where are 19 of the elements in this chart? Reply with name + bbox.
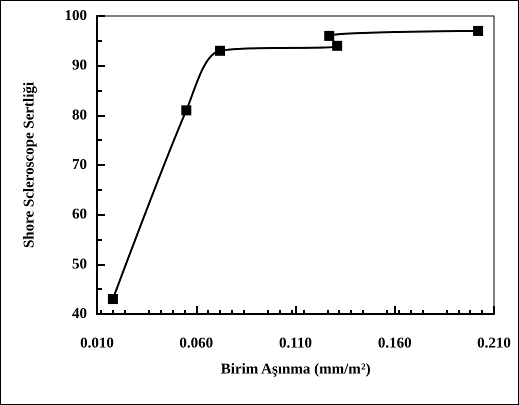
- point: [473, 26, 484, 36]
- x-tick-label: 0.160: [378, 336, 412, 352]
- point: [324, 30, 334, 41]
- x-tick-label: 0.060: [179, 336, 214, 352]
- y-axis-title: Shore Scleroscope Sertliği: [22, 82, 38, 248]
- x-tick-label: 0.110: [279, 336, 312, 352]
- point: [181, 105, 192, 116]
- x-tick-label: 0.210: [477, 336, 511, 352]
- point: [332, 40, 342, 51]
- y-tick-label: 80: [72, 107, 87, 124]
- y-tick-label: 60: [72, 206, 87, 223]
- y-tick-label: 40: [72, 306, 87, 322]
- y-tick-label: 50: [72, 256, 87, 272]
- y-tick-label: 100: [64, 8, 87, 24]
- y-tick-label: 70: [72, 157, 87, 173]
- x-tick-label: 0.010: [80, 336, 114, 352]
- point: [108, 294, 118, 304]
- point: [215, 46, 226, 56]
- y-tick-label: 90: [72, 58, 87, 74]
